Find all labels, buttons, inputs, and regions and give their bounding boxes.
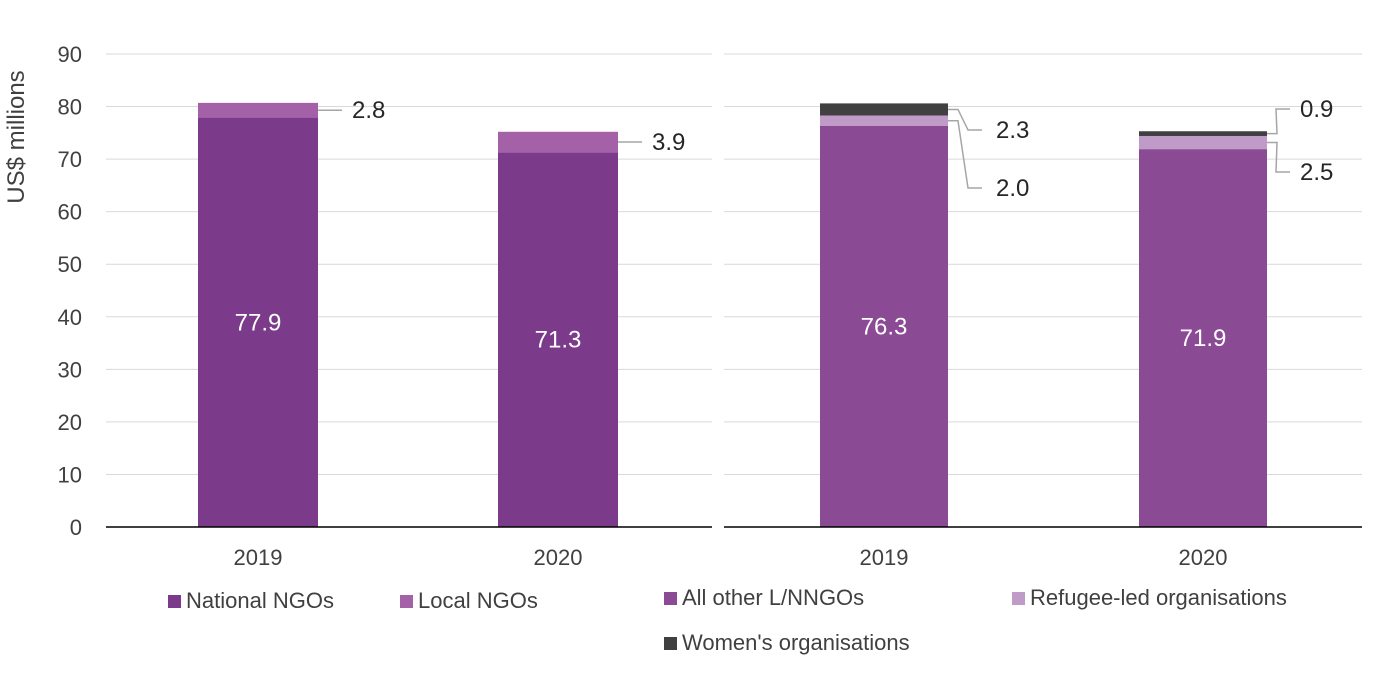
leader-line — [948, 108, 982, 131]
bar-segment — [198, 102, 318, 118]
bar-segment — [820, 115, 948, 127]
y-tick-label: 80 — [58, 95, 82, 120]
data-label: 0.9 — [1300, 96, 1333, 123]
leader-line — [1267, 108, 1290, 135]
data-label: 2.8 — [352, 97, 385, 124]
x-tick-label: 2019 — [860, 545, 909, 570]
legend-label: Women's organisations — [682, 630, 910, 655]
bar-segment — [1139, 131, 1267, 136]
leader-line — [948, 119, 982, 189]
x-tick-label: 2019 — [234, 545, 283, 570]
legend-label: National NGOs — [186, 588, 334, 613]
y-tick-label: 20 — [58, 410, 82, 435]
legend-label: All other L/NNGOs — [682, 585, 864, 610]
bar-segment — [1139, 135, 1267, 150]
data-label: 2.3 — [996, 117, 1029, 144]
bar-segment — [820, 126, 948, 528]
data-label: 2.0 — [996, 175, 1029, 202]
bar-segment — [498, 152, 618, 528]
y-tick-label: 40 — [58, 305, 82, 330]
y-tick-label: 10 — [58, 462, 82, 487]
x-tick-label: 2020 — [534, 545, 583, 570]
bar-segment — [198, 117, 318, 527]
y-tick-label: 50 — [58, 252, 82, 277]
legend-swatch — [400, 595, 413, 608]
y-tick-label: 30 — [58, 357, 82, 382]
data-label: 71.3 — [535, 327, 582, 354]
data-label: 77.9 — [235, 309, 282, 336]
y-axis-label: US$ millions — [3, 70, 30, 203]
legend-swatch — [168, 595, 181, 608]
axes: 0 10 20 30 40 50 60 70 80 90 2019 2020 2019 2020 — [58, 42, 1362, 570]
data-label: 71.9 — [1180, 325, 1227, 352]
legend: National NGOs Local NGOs All other L/NNGOs… — [168, 585, 1287, 655]
data-labels: 77.9 2.8 71.3 3.9 76.3 2.0 2.3 71.9 2.5 0.9 — [235, 96, 1334, 354]
legend-swatch — [1012, 592, 1025, 605]
bar-segment — [820, 103, 948, 116]
y-tick-label: 90 — [58, 42, 82, 67]
legend-swatch — [664, 592, 677, 605]
data-label: 2.5 — [1300, 159, 1333, 186]
y-tick-label: 60 — [58, 200, 82, 225]
data-label: 3.9 — [652, 129, 685, 156]
legend-label: Refugee-led organisations — [1030, 585, 1287, 610]
bar-segment — [1139, 149, 1267, 527]
data-label: 76.3 — [861, 314, 908, 341]
legend-swatch — [664, 637, 677, 650]
leader-line — [1267, 141, 1290, 173]
x-tick-label: 2020 — [1179, 545, 1228, 570]
legend-label: Local NGOs — [418, 588, 538, 613]
bar-segment — [498, 131, 618, 153]
y-tick-label: 0 — [70, 515, 82, 540]
y-tick-label: 70 — [58, 147, 82, 172]
bars — [198, 102, 1267, 528]
